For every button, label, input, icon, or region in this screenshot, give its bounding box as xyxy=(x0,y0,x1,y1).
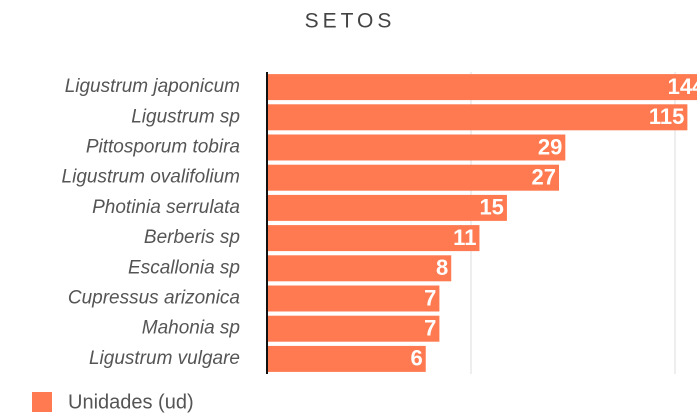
data-label: 29 xyxy=(538,134,562,159)
y-tick-label: Photinia serrulata xyxy=(92,197,240,218)
y-tick-label: Escallonia sp xyxy=(128,257,240,278)
y-tick-label: Mahonia sp xyxy=(142,318,240,339)
y-tick-label: Ligustrum ovalifolium xyxy=(62,167,240,188)
legend-swatch xyxy=(32,392,52,412)
y-tick-label: Pittosporum tobira xyxy=(86,137,240,158)
bar xyxy=(267,74,697,101)
bar xyxy=(267,345,426,372)
data-label: 11 xyxy=(453,225,476,250)
bar xyxy=(267,164,559,191)
bar xyxy=(267,315,440,342)
bar xyxy=(267,255,452,282)
bar xyxy=(267,285,440,312)
data-label: 8 xyxy=(436,255,448,280)
bar xyxy=(267,194,507,221)
y-tick-label: Cupressus arizonica xyxy=(68,288,240,309)
data-label: 27 xyxy=(532,165,556,190)
data-label: 7 xyxy=(424,316,436,341)
y-tick-label: Ligustrum sp xyxy=(131,106,240,127)
bar xyxy=(267,104,688,131)
data-label: 7 xyxy=(424,285,436,310)
data-label: 6 xyxy=(410,346,422,371)
y-tick-label: Berberis sp xyxy=(144,227,240,248)
legend-label: Unidades (ud) xyxy=(68,391,194,413)
bar xyxy=(267,225,480,252)
chart-title: SETOS xyxy=(305,10,396,33)
data-label: 144 xyxy=(668,74,697,99)
y-tick-label: Ligustrum japonicum xyxy=(65,76,240,97)
data-label: 15 xyxy=(479,195,503,220)
bar xyxy=(267,134,566,161)
y-tick-label: Ligustrum vulgare xyxy=(89,348,240,369)
data-label: 115 xyxy=(649,104,685,129)
